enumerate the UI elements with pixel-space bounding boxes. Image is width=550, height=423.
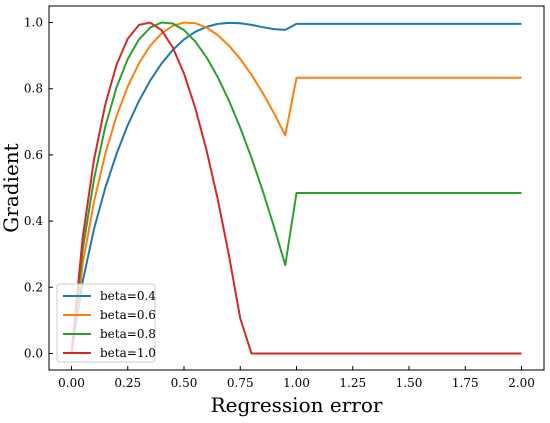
series-line-2 bbox=[70, 21, 522, 354]
legend-label-3: beta=0.8 bbox=[100, 327, 156, 341]
legend-label-4: beta=1.0 bbox=[100, 346, 156, 360]
legend-label-1: beta=0.4 bbox=[100, 289, 156, 303]
y-tick-label: 1.0 bbox=[24, 16, 43, 30]
y-tick-label: 0.8 bbox=[24, 82, 43, 96]
lines-layer bbox=[70, 21, 522, 355]
legend: beta=0.4 beta=0.6 beta=0.8 beta=1.0 bbox=[56, 283, 156, 363]
legend-items: beta=0.4 beta=0.6 beta=0.8 beta=1.0 bbox=[63, 289, 156, 360]
x-axis-label: Regression error bbox=[211, 393, 383, 417]
x-tick-label: 0.25 bbox=[114, 376, 141, 390]
x-tick-label: 1.25 bbox=[339, 376, 366, 390]
x-tick-label: 1.75 bbox=[452, 376, 479, 390]
ticks-layer: 0.00 0.25 0.50 0.75 1.00 1.25 1.50 1.75 2.00 0.0 0… bbox=[24, 16, 535, 390]
legend-label-2: beta=0.6 bbox=[100, 308, 156, 322]
series-line-4 bbox=[70, 21, 522, 355]
x-tick-label: 0.50 bbox=[171, 376, 198, 390]
y-tick-label: 0.6 bbox=[24, 148, 43, 162]
y-tick-label: 0.0 bbox=[24, 346, 43, 360]
legend-frame bbox=[56, 283, 156, 363]
x-tick-label: 0.00 bbox=[58, 376, 85, 390]
x-tick-label: 0.75 bbox=[227, 376, 254, 390]
y-tick-label: 0.2 bbox=[24, 280, 43, 294]
series-line-3 bbox=[70, 21, 522, 354]
x-tick-label: 1.50 bbox=[396, 376, 423, 390]
x-tick-label: 2.00 bbox=[508, 376, 535, 390]
y-axis-label: Gradient bbox=[0, 143, 23, 232]
x-tick-label: 1.00 bbox=[283, 376, 310, 390]
y-tick-label: 0.4 bbox=[24, 214, 43, 228]
